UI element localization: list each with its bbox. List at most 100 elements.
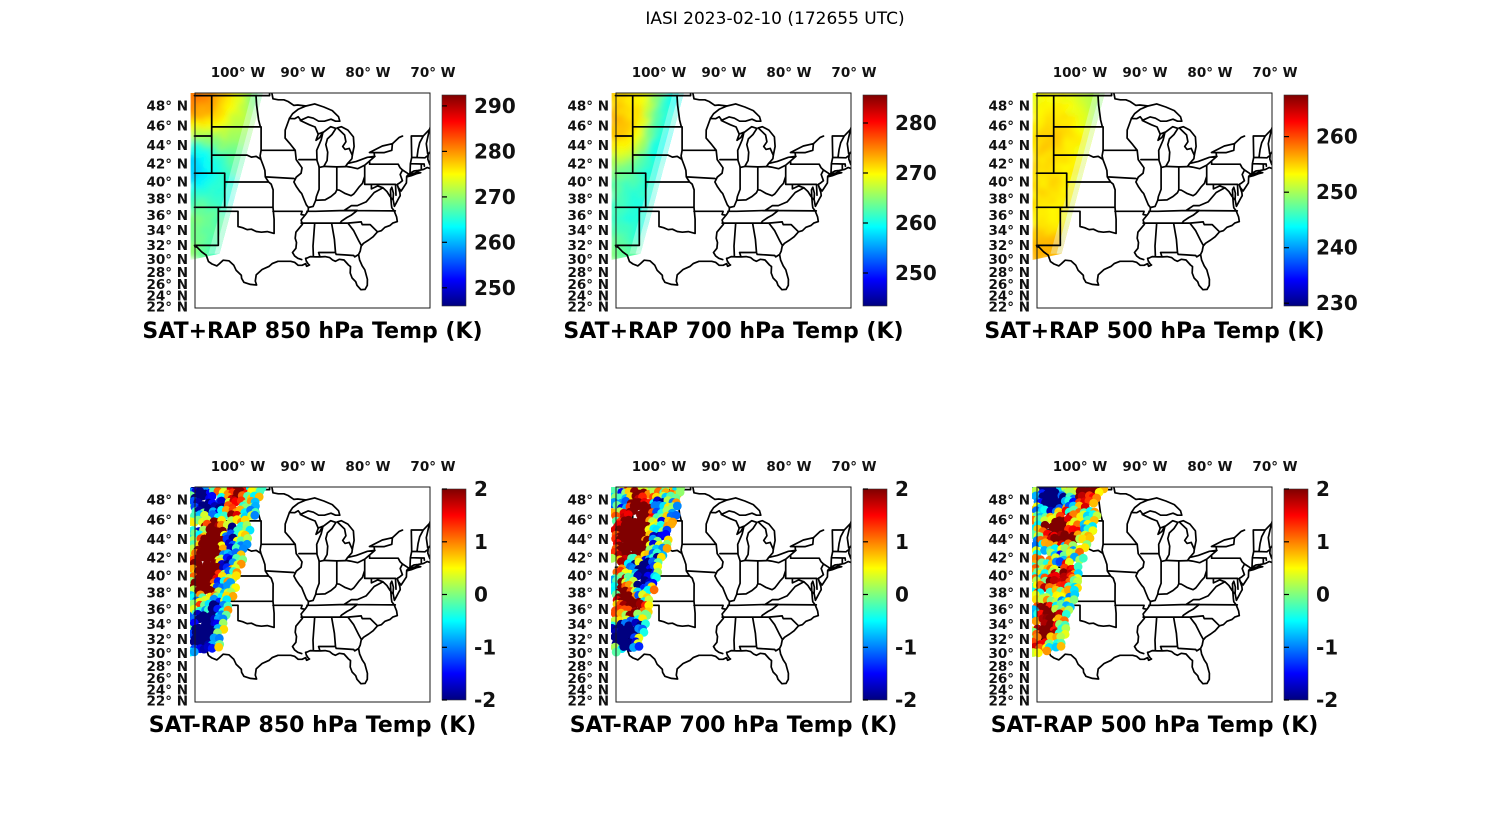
lat-tick-label: 30° N	[988, 646, 1030, 662]
lat-tick-label: 48° N	[567, 493, 609, 509]
lat-tick-label: 28° N	[146, 265, 188, 281]
lat-tick-label: 40° N	[567, 175, 609, 191]
lon-tick-label: 90° W	[280, 65, 325, 81]
lon-tick-label: 70° W	[831, 65, 876, 81]
colorbar-tick-label: -1	[474, 635, 496, 659]
lat-tick-label: 26° N	[988, 671, 1030, 687]
map-canvas: 100° W 90° W 80° W 70° W 48° N 46° N 44° N 42° …	[988, 65, 1358, 316]
lat-tick-label: 36° N	[146, 208, 188, 224]
observation-dots	[611, 487, 686, 657]
swath-edge-fade	[635, 93, 685, 254]
swath-edge-fade	[1056, 93, 1106, 254]
lat-tick-label: 48° N	[988, 99, 1030, 115]
panel-sat-minus-rap-850: 100° W 90° W 80° W 70° W 48° N 46° N 44° N 42° …	[120, 447, 530, 747]
colorbar	[862, 94, 888, 307]
lat-tick-label: 48° N	[567, 99, 609, 115]
lat-tick-label: 28° N	[567, 659, 609, 675]
state-borders	[193, 93, 430, 291]
swath-edge-fade	[214, 93, 264, 254]
lat-tick-label: 48° N	[146, 493, 188, 509]
lat-tick-label: 30° N	[988, 252, 1030, 268]
map-frame	[615, 92, 852, 309]
lat-tick-label: 44° N	[146, 138, 188, 154]
great-lakes	[1130, 497, 1236, 564]
lon-tick-label: 100° W	[1053, 65, 1108, 81]
map-canvas: 100° W 90° W 80° W 70° W 48° N 46° N 44° N 42° …	[567, 65, 937, 316]
panel-title: SAT+RAP 700 hPa Temp (K)	[563, 319, 904, 344]
lat-tick-label: 32° N	[567, 632, 609, 648]
lon-tick-label: 80° W	[1187, 65, 1232, 81]
lat-tick-label: 22° N	[567, 300, 609, 316]
lon-tick-label: 100° W	[632, 459, 687, 475]
lat-tick-label: 44° N	[988, 138, 1030, 154]
lat-tick-label: 36° N	[567, 208, 609, 224]
map-frame	[194, 92, 431, 309]
colorbar-tick-label: -1	[895, 635, 917, 659]
lon-tick-label: 100° W	[211, 65, 266, 81]
lat-tick-label: 32° N	[988, 238, 1030, 254]
lat-tick-label: 22° N	[988, 694, 1030, 710]
lat-tick-label: 44° N	[567, 532, 609, 548]
lat-tick-label: 44° N	[567, 138, 609, 154]
lat-tick-label: 34° N	[988, 223, 1030, 239]
great-lakes	[288, 497, 394, 564]
colorbar-tick-label: 0	[895, 583, 909, 607]
map-canvas: 100° W 90° W 80° W 70° W 48° N 46° N 44° N 42° …	[988, 459, 1338, 712]
lat-tick-label: 42° N	[988, 551, 1030, 567]
lat-tick-label: 34° N	[146, 223, 188, 239]
lat-tick-label: 40° N	[988, 569, 1030, 585]
colorbar-tick-label: 2	[1316, 477, 1330, 501]
lat-tick-label: 38° N	[146, 192, 188, 208]
panel-title: SAT-RAP 500 hPa Temp (K)	[990, 713, 1319, 738]
lat-tick-label: 24° N	[146, 683, 188, 699]
lat-tick-label: 38° N	[988, 192, 1030, 208]
observation-dots	[190, 487, 267, 657]
lat-tick-label: 38° N	[988, 586, 1030, 602]
lon-tick-label: 90° W	[701, 459, 746, 475]
lat-tick-label: 42° N	[567, 157, 609, 173]
map-frame	[1036, 92, 1273, 309]
colorbar-tick-label: 280	[474, 139, 516, 163]
lat-tick-label: 42° N	[567, 551, 609, 567]
lat-tick-label: 36° N	[988, 602, 1030, 618]
lat-tick-label: 22° N	[146, 300, 188, 316]
lat-tick-label: 24° N	[567, 683, 609, 699]
lon-tick-label: 90° W	[701, 65, 746, 81]
lat-tick-label: 40° N	[146, 569, 188, 585]
panel-sat-plus-rap-850: 100° W 90° W 80° W 70° W 48° N 46° N 44° N 42° …	[120, 53, 530, 353]
lat-tick-label: 46° N	[567, 513, 609, 529]
colorbar-tick-label: 270	[895, 161, 937, 185]
lat-tick-label: 40° N	[567, 569, 609, 585]
colorbar-tick-label: 270	[474, 185, 516, 209]
colorbar-tick-label: 260	[1316, 125, 1358, 149]
lat-tick-label: 24° N	[988, 289, 1030, 305]
lon-tick-label: 100° W	[211, 459, 266, 475]
lon-tick-label: 80° W	[345, 459, 390, 475]
figure-title: IASI 2023-02-10 (172655 UTC)	[645, 9, 905, 29]
lon-tick-label: 80° W	[345, 65, 390, 81]
colorbar-tick-label: 250	[1316, 180, 1358, 204]
lat-tick-label: 26° N	[146, 277, 188, 293]
great-lakes	[1130, 103, 1236, 170]
lat-tick-label: 40° N	[146, 175, 188, 191]
map-canvas: 100° W 90° W 80° W 70° W 48° N 46° N 44° N 42° …	[567, 459, 917, 712]
panel-title: SAT-RAP 700 hPa Temp (K)	[569, 713, 898, 738]
lon-tick-label: 90° W	[1122, 459, 1167, 475]
lat-tick-label: 36° N	[988, 208, 1030, 224]
panel-title: SAT-RAP 850 hPa Temp (K)	[148, 713, 477, 738]
colorbar	[1283, 94, 1309, 307]
lat-tick-label: 22° N	[567, 694, 609, 710]
colorbar-tick-label: 260	[895, 211, 937, 235]
colorbar-tick-label: 1	[474, 530, 488, 554]
colorbar-tick-label: 0	[474, 583, 488, 607]
lat-tick-label: 24° N	[988, 683, 1030, 699]
lat-tick-label: 46° N	[567, 119, 609, 135]
lat-tick-label: 30° N	[567, 646, 609, 662]
colorbar-tick-label: -2	[895, 688, 917, 712]
lon-tick-label: 70° W	[831, 459, 876, 475]
colorbar	[441, 94, 467, 307]
lon-tick-label: 70° W	[1252, 65, 1297, 81]
lat-tick-label: 42° N	[146, 157, 188, 173]
lat-tick-label: 30° N	[146, 252, 188, 268]
